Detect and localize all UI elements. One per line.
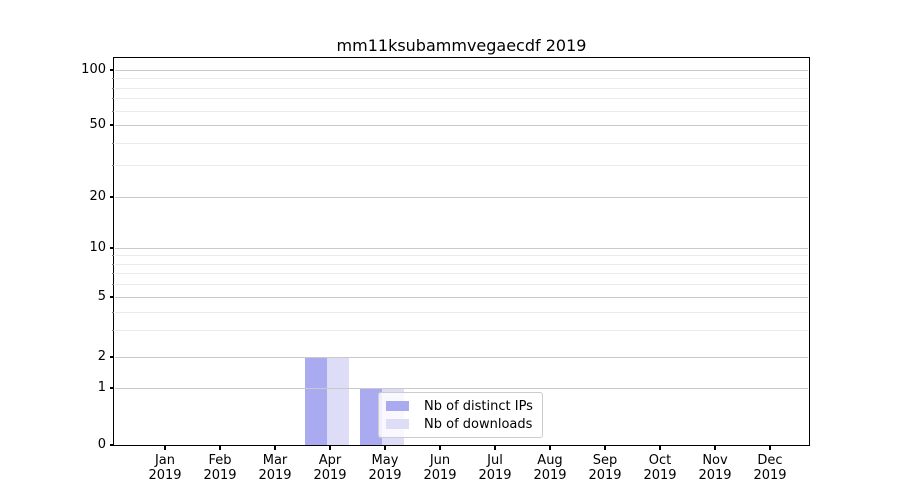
y-tick-label: 1 (97, 380, 106, 395)
minor-gridline (115, 142, 808, 144)
plot-area (112, 56, 810, 446)
y-minor-tick-mark (111, 87, 114, 89)
x-tick-label: Aug 2019 (533, 453, 567, 483)
legend-label: Nb of downloads (424, 416, 533, 432)
major-gridline (115, 197, 808, 198)
major-gridline (115, 297, 808, 298)
y-minor-tick-mark (111, 110, 114, 112)
major-gridline (115, 125, 808, 126)
y-tick-mark (110, 124, 114, 126)
y-minor-tick-mark (111, 330, 114, 332)
x-tick-mark (604, 445, 606, 450)
legend-swatch-downloads (386, 419, 409, 429)
x-tick-label: Jan 2019 (148, 453, 182, 483)
minor-gridline (115, 110, 808, 112)
y-tick-mark (110, 69, 114, 71)
x-tick-label: Oct 2019 (643, 453, 677, 483)
y-minor-tick-mark (111, 311, 114, 313)
y-minor-tick-mark (111, 142, 114, 144)
chart-title: mm11ksubammvegaecdf 2019 (336, 36, 587, 55)
x-tick-mark (329, 445, 331, 450)
minor-gridline (115, 255, 808, 257)
minor-gridline (115, 311, 808, 313)
x-tick-mark (494, 445, 496, 450)
x-tick-mark (384, 445, 386, 450)
x-tick-mark (219, 445, 221, 450)
y-minor-tick-mark (111, 284, 114, 286)
legend: Nb of distinct IPs Nb of downloads (378, 392, 543, 438)
x-tick-mark (659, 445, 661, 450)
y-minor-tick-mark (111, 165, 114, 167)
y-tick-label: 50 (89, 117, 106, 132)
x-tick-mark (274, 445, 276, 450)
legend-swatch-distinct-ips (386, 401, 409, 411)
bar-distinct-ips (305, 357, 327, 445)
x-tick-label: Nov 2019 (698, 453, 732, 483)
x-tick-label: Apr 2019 (313, 453, 347, 483)
legend-item: Nb of downloads (386, 415, 533, 433)
minor-gridline (115, 165, 808, 167)
y-tick-mark (110, 356, 114, 358)
major-gridline (115, 388, 808, 389)
x-tick-mark (439, 445, 441, 450)
x-tick-label: Mar 2019 (258, 453, 292, 483)
y-tick-mark (110, 387, 114, 389)
y-tick-label: 5 (97, 289, 106, 304)
minor-gridline (115, 330, 808, 332)
bar-downloads (327, 357, 349, 445)
x-tick-label: May 2019 (368, 453, 402, 483)
x-tick-label: Feb 2019 (203, 453, 237, 483)
legend-label: Nb of distinct IPs (424, 398, 533, 414)
minor-gridline (115, 98, 808, 100)
y-tick-mark (110, 247, 114, 249)
x-tick-label: Dec 2019 (753, 453, 787, 483)
y-minor-tick-mark (111, 263, 114, 265)
minor-gridline (115, 273, 808, 275)
y-tick-label: 2 (97, 349, 106, 364)
major-gridline (115, 357, 808, 358)
x-tick-label: Jul 2019 (478, 453, 512, 483)
y-minor-tick-mark (111, 255, 114, 257)
y-minor-tick-mark (111, 98, 114, 100)
minor-gridline (115, 87, 808, 89)
x-tick-mark (769, 445, 771, 450)
bar-distinct-ips (360, 388, 382, 445)
y-tick-label: 20 (89, 189, 106, 204)
y-tick-mark (110, 196, 114, 198)
minor-gridline (115, 78, 808, 80)
y-tick-label: 100 (81, 62, 106, 77)
legend-item: Nb of distinct IPs (386, 397, 533, 415)
x-tick-label: Jun 2019 (423, 453, 457, 483)
x-tick-mark (714, 445, 716, 450)
y-tick-label: 0 (97, 437, 106, 452)
minor-gridline (115, 263, 808, 265)
y-tick-label: 10 (89, 240, 106, 255)
x-tick-label: Sep 2019 (588, 453, 622, 483)
x-tick-mark (549, 445, 551, 450)
y-tick-mark (110, 296, 114, 298)
y-minor-tick-mark (111, 78, 114, 80)
y-minor-tick-mark (111, 273, 114, 275)
major-gridline (115, 70, 808, 71)
minor-gridline (115, 284, 808, 286)
x-tick-mark (164, 445, 166, 450)
y-tick-mark (110, 444, 114, 446)
major-gridline (115, 248, 808, 249)
